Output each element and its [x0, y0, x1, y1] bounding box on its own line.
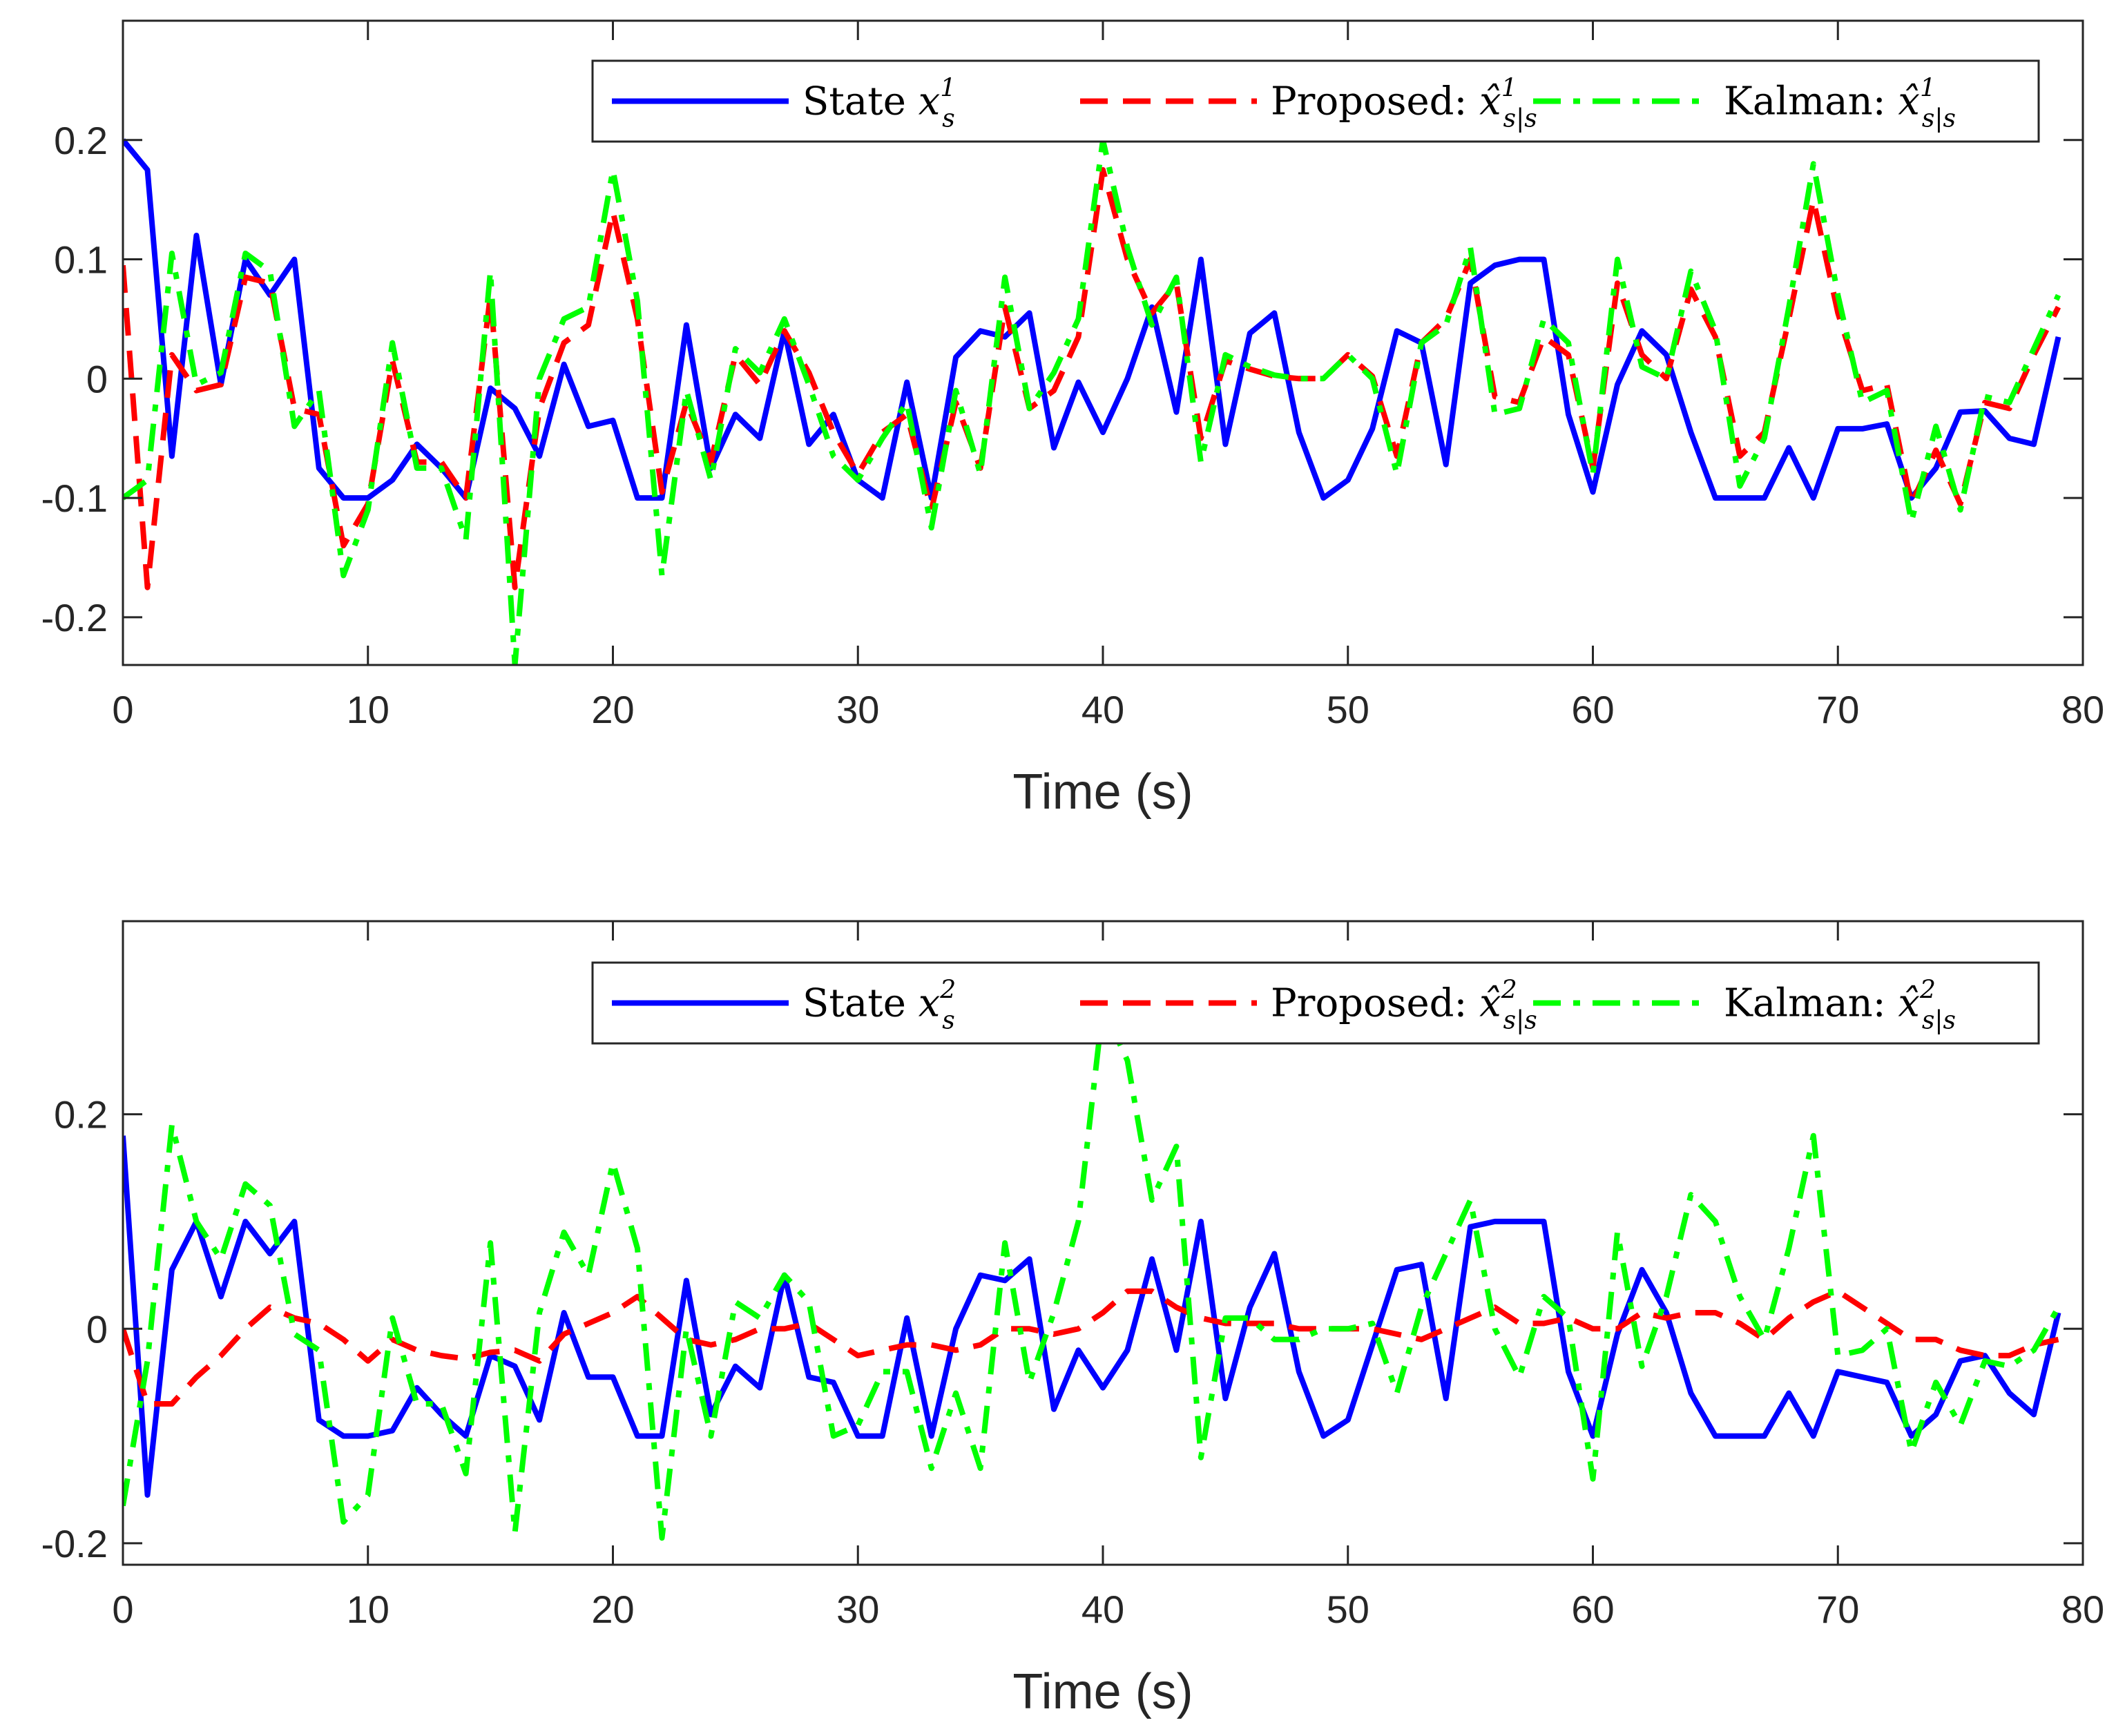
legend-entry-symbol: x̂	[1479, 79, 1501, 124]
x-tick-label: 30	[836, 1588, 879, 1631]
x-tick-label: 70	[1816, 688, 1859, 731]
legend-entry-text: State	[802, 981, 919, 1026]
legend-entry-subscript: s|s	[1922, 105, 1956, 133]
legend-entry-superscript: 1	[1920, 75, 1936, 103]
series-group	[123, 137, 2061, 665]
series-line-2	[123, 1288, 2059, 1407]
legend-entry-text: Kalman:	[1724, 79, 1898, 124]
legend-entry-superscript: 1	[1501, 75, 1517, 103]
legend-entry-symbol: x	[919, 79, 941, 124]
series-line-3	[123, 1004, 2061, 1541]
legend-entry-symbol: x̂	[1898, 981, 1920, 1026]
x-tick-label: 60	[1571, 1588, 1614, 1631]
x-axis-title: Time (s)	[1012, 764, 1193, 820]
x-tick-label: 30	[836, 688, 879, 731]
x-tick-label: 80	[2061, 1588, 2104, 1631]
x-tick-label: 50	[1327, 688, 1369, 731]
y-tick-label: 0.2	[54, 119, 108, 162]
y-tick-label: -0.1	[41, 476, 108, 520]
legend-entry-superscript: 1	[940, 75, 956, 103]
series-group	[123, 1004, 2061, 1541]
legend-entry-label: Kalman: x̂2 s|s	[1724, 976, 1956, 1035]
y-tick-label: 0.1	[54, 238, 108, 282]
x-tick-label: 0	[112, 688, 133, 731]
legend-entry-label: Proposed: x̂2 s|s	[1271, 976, 1537, 1035]
legend-entry-label: State x1 s	[802, 75, 956, 133]
legend-entry-subscript: s	[942, 105, 954, 133]
legend-entry-text: Proposed:	[1271, 981, 1479, 1026]
y-tick-label: 0.2	[54, 1093, 108, 1137]
y-tick-label: -0.2	[41, 596, 108, 639]
legend-entry-subscript: s|s	[1922, 1007, 1956, 1035]
legend-entry-superscript: 2	[939, 976, 956, 1005]
legend-box	[591, 59, 2040, 143]
x-tick-label: 10	[347, 688, 390, 731]
y-tick-label: 0	[86, 357, 108, 401]
series-line-2	[123, 167, 2061, 590]
series-line-3	[123, 137, 2061, 665]
x-tick-label: 40	[1081, 688, 1124, 731]
y-tick-label: -0.2	[41, 1522, 108, 1565]
x-tick-label: 20	[591, 688, 634, 731]
legend-entry-subscript: s|s	[1503, 1007, 1537, 1035]
legend: State x1 s Proposed: x̂1 s|s Kalman: x̂1 s|s	[591, 59, 2040, 143]
legend-entry-subscript: s	[942, 1007, 954, 1035]
legend-box	[591, 961, 2040, 1045]
x-tick-label: 10	[347, 1588, 390, 1631]
legend-entry-superscript: 2	[1919, 976, 1936, 1005]
chart-1: 0 10 20 30 40 50 60 70 80 -0.2 -0.1 0 0.1 0.2 Time (s)…	[41, 19, 2104, 820]
x-tick-label: 20	[591, 1588, 634, 1631]
series-line-1	[123, 138, 2061, 501]
legend-entry-symbol: x	[919, 981, 941, 1026]
legend-entry-label: Kalman: x̂1 s|s	[1724, 75, 1956, 133]
legend: State x2 s Proposed: x̂2 s|s Kalman: x̂2 s|s	[591, 961, 2040, 1045]
x-tick-label: 40	[1081, 1588, 1124, 1631]
legend-entry-symbol: x̂	[1479, 981, 1501, 1026]
x-axis-title: Time (s)	[1012, 1664, 1193, 1719]
legend-entry-label: State x2 s	[802, 976, 956, 1035]
x-tick-label: 50	[1327, 1588, 1369, 1631]
legend-entry-text: Proposed:	[1271, 79, 1479, 124]
x-tick-label: 60	[1571, 688, 1614, 731]
legend-entry-superscript: 2	[1501, 976, 1517, 1005]
x-tick-label: 0	[112, 1588, 133, 1631]
x-tick-label: 80	[2061, 688, 2104, 731]
legend-entry-label: Proposed: x̂1 s|s	[1271, 75, 1537, 133]
x-tick-label: 70	[1816, 1588, 1859, 1631]
legend-entry-symbol: x̂	[1898, 79, 1920, 124]
legend-entry-text: Kalman:	[1724, 981, 1898, 1026]
y-tick-label: 0	[86, 1307, 108, 1351]
legend-entry-subscript: s|s	[1503, 105, 1537, 133]
legend-entry-text: State	[802, 79, 919, 124]
